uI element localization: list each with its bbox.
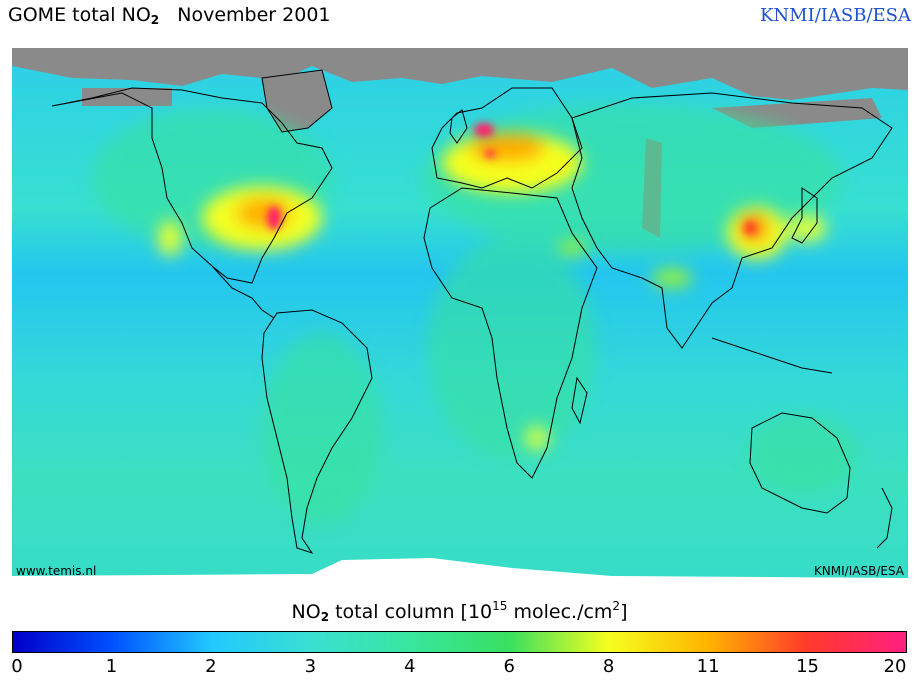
- hotspot-california: [158, 220, 182, 256]
- africa-land: [427, 238, 597, 458]
- colorbar-tick-label: 6: [503, 656, 515, 677]
- greenland-no-data: [262, 70, 332, 132]
- hotspot-peaks: [267, 123, 756, 235]
- indonesia-coast: [711, 337, 833, 374]
- peak-germany-netherlands: [474, 123, 494, 137]
- no2-world-map: www.temis.nl KNMI/IASB/ESA: [12, 48, 908, 585]
- antarctic-no-data: [12, 558, 908, 585]
- colorbar-tick-label: 3: [304, 656, 317, 677]
- watermark-knmi: KNMI/IASB/ESA: [813, 564, 904, 578]
- colorbar-tick-label: 11: [696, 656, 720, 677]
- greenland-coast: [261, 69, 333, 133]
- colorbar-tick-label: 1: [105, 656, 118, 677]
- south-america-land: [262, 333, 382, 523]
- colorbar-title: NO2 total column [1015 molec./cm2]: [291, 599, 628, 624]
- madagascar-coast: [571, 376, 588, 425]
- south-america-coast: [261, 309, 373, 554]
- colorbar-tick-label: 2: [205, 656, 217, 677]
- hotspot-india: [652, 268, 692, 288]
- japan-coast: [791, 187, 818, 244]
- new-zealand-coast: [876, 487, 893, 549]
- north-america-coast: [51, 87, 333, 284]
- hotspot-south-africa: [525, 426, 549, 450]
- central-america-coast: [211, 265, 275, 319]
- africa-coast: [423, 187, 598, 479]
- asia-coast: [571, 92, 893, 349]
- arctic-no-data: [12, 48, 908, 100]
- australia-coast: [749, 412, 851, 514]
- uk-coast: [449, 109, 468, 144]
- peak-po-valley: [484, 150, 496, 158]
- australia-land: [747, 413, 857, 493]
- colorbar-tick-label: 4: [404, 656, 416, 677]
- hotspot-eastern-usa-core: [236, 197, 292, 229]
- colorbar-tick-label: 15: [796, 656, 819, 677]
- canada-no-data: [82, 88, 172, 106]
- credit-label: KNMI/IASB/ESA: [759, 5, 911, 26]
- colorbar-tick-label: 8: [602, 656, 615, 677]
- peak-ohio-valley: [267, 206, 281, 230]
- colorbar-tick-label: 0: [11, 656, 23, 677]
- watermark-temis: www.temis.nl: [16, 564, 97, 578]
- map-title: GOME total NO2 November 2001: [8, 4, 331, 27]
- hotspot-japan: [787, 214, 827, 242]
- peak-beijing: [744, 221, 756, 235]
- hotspot-europe-core: [469, 134, 545, 162]
- colorbar-tick-label: 20: [883, 656, 907, 677]
- coastlines: [51, 69, 893, 554]
- europe-coast: [431, 87, 583, 189]
- colorbar: [12, 631, 907, 653]
